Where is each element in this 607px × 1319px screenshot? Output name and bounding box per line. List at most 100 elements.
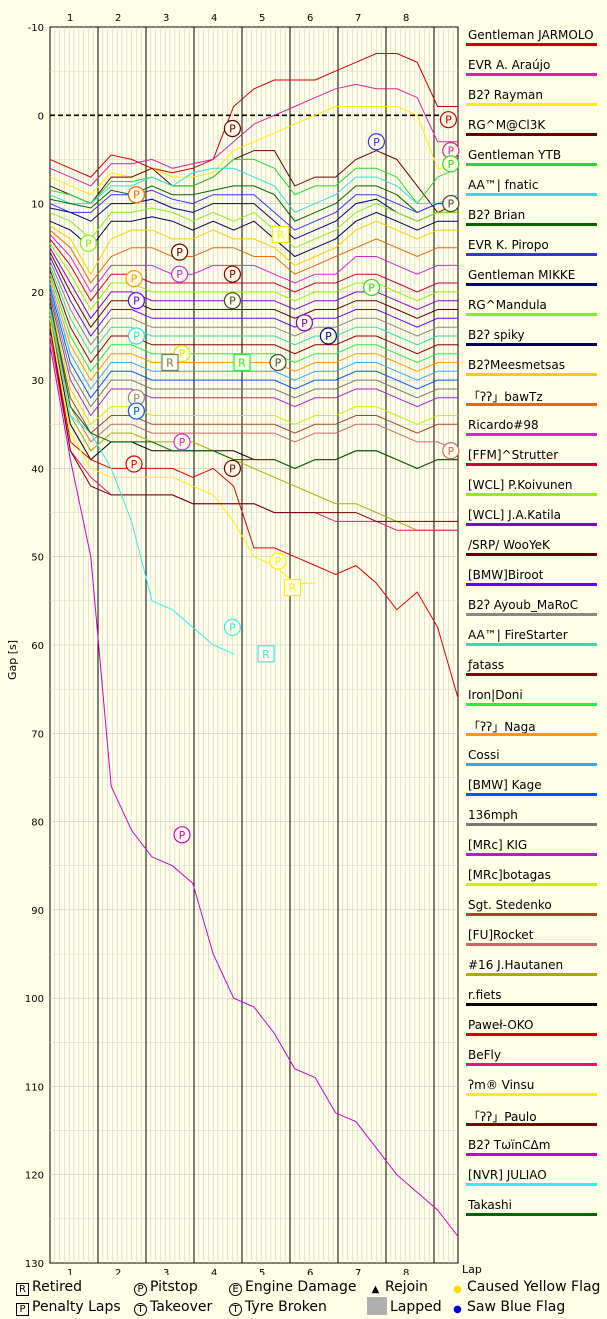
- y-tick-label: 110: [25, 1082, 44, 1093]
- legend-swatch: [466, 343, 597, 346]
- legend-tyre: T Tyre Broken: [229, 1299, 327, 1316]
- series-lines: [49, 53, 459, 1237]
- x-tick-label-bottom: 6: [307, 1268, 313, 1275]
- legend-item-label: [FFM]^Strutter: [468, 448, 559, 462]
- y-tick-label: 0: [38, 111, 44, 122]
- pitstop-marker: P: [125, 455, 143, 473]
- legend-swatch: [466, 553, 597, 556]
- series-line: [49, 300, 458, 426]
- legend-item-label: [WCL] J.A.Katila: [468, 508, 562, 522]
- legend-item: #16 J.Hautanen: [466, 954, 597, 980]
- legend-takeover-label: Takeover: [150, 1299, 213, 1315]
- ticks: 1 1 2 2 3 3 4 4 5 5 6 6 7 7 8 8 -10 0 10 20 30 40 50 60 70 80 90 10…: [25, 13, 409, 1275]
- pitstop-marker: P: [127, 327, 145, 345]
- pitstop-marker: P: [127, 292, 145, 310]
- legend-item: Iron|Doni: [466, 684, 597, 710]
- pitstop-marker-circle: [223, 618, 241, 636]
- x-tick-label-top: 3: [163, 13, 169, 24]
- legend-item: Ricardo#98: [466, 414, 597, 440]
- legend-item-label: [MRc] KIG: [468, 838, 528, 852]
- legend-item-label: ƒatass: [468, 658, 505, 672]
- marker-label: P: [179, 348, 186, 361]
- marker-label: R: [262, 648, 270, 661]
- x-tick-label-top: 2: [115, 13, 121, 24]
- marker-label: P: [85, 237, 92, 250]
- legend-item-label: [BMW]Biroot: [468, 568, 544, 582]
- legend-swatch: [466, 253, 597, 256]
- series-line: [49, 106, 458, 196]
- legend-item-label: 「ʔʔ」Paulo: [468, 1110, 537, 1124]
- legend-yellow-label: Caused Yellow Flag: [467, 1279, 601, 1295]
- retired-marker-box: [257, 645, 275, 663]
- legend-item: Paweł-OKO: [466, 1014, 597, 1040]
- series-line: [49, 265, 458, 355]
- series-line: [49, 327, 458, 522]
- legend-item-label: Paweł-OKO: [468, 1018, 534, 1032]
- x-tick-label-bottom: 5: [259, 1268, 265, 1275]
- pitstop-marker: P: [269, 353, 287, 372]
- legend-engine: E Engine Damage: [229, 1279, 357, 1296]
- series-line: [49, 291, 458, 408]
- legend-item-label: EVR K. Piropo: [468, 238, 549, 252]
- legend-swatch: [466, 673, 597, 676]
- legend-item-label: B2ʔMeesmetsas: [468, 358, 565, 372]
- legend-retired: R Retired: [16, 1279, 82, 1296]
- marker-label: P: [133, 295, 140, 308]
- legend-takeover: T Takeover: [134, 1299, 212, 1316]
- x-axis-label: Lap: [462, 1263, 482, 1275]
- legend-engine-label: Engine Damage: [245, 1279, 357, 1295]
- pitstop-marker-circle: [223, 265, 241, 283]
- pitstop-marker: P: [442, 155, 460, 173]
- legend-swatch: [466, 1153, 597, 1156]
- series-line: [49, 189, 458, 231]
- legend-item-label: Cossi: [468, 748, 500, 762]
- legend-item-label: 「ʔʔ」Naga: [468, 720, 536, 734]
- legend-item-label: Takashi: [468, 1198, 512, 1212]
- legend-item-label: Ricardo#98: [468, 418, 539, 432]
- marker-label: P: [301, 317, 308, 330]
- legend-item: AA™| fnatic: [466, 174, 597, 200]
- legend-swatch: [466, 463, 597, 466]
- retired-marker-box: [233, 353, 251, 372]
- legend-item-label: Gentleman YTB: [468, 148, 562, 162]
- legend-item: /SRP/ WooYeK: [466, 534, 597, 560]
- pitstop-marker-circle: [223, 292, 241, 310]
- legend-item-label: RG^M@Cl3K: [468, 118, 546, 132]
- penalty-icon: P: [16, 1303, 29, 1316]
- marker-label: P: [179, 436, 186, 449]
- legend-item: B2ʔ Brian: [466, 204, 597, 230]
- y-tick-label: 80: [31, 818, 44, 829]
- series-line: [49, 260, 458, 346]
- pitstop-marker: P: [269, 552, 287, 570]
- pitstop-marker: P: [223, 618, 241, 636]
- lapped-swatch: [367, 1297, 387, 1315]
- yellow-flag-icon: ●: [453, 1284, 462, 1295]
- retired-marker-box: [283, 579, 301, 597]
- takeover-icon: T: [134, 1303, 147, 1316]
- series-line: [49, 243, 458, 311]
- marker-label: P: [447, 445, 454, 458]
- legend-item: AA™| FireStarter: [466, 624, 597, 650]
- series-line: [49, 278, 458, 381]
- pitstop-marker-circle: [367, 133, 385, 151]
- legend-item: RG^Mandula: [466, 294, 597, 320]
- legend-item: B2ʔMeesmetsas: [466, 354, 597, 380]
- legend-swatch: [466, 523, 597, 526]
- legend-penalty-label: Penalty Laps: [32, 1299, 121, 1315]
- pitstop-marker-circle: [442, 194, 460, 213]
- series-line: [49, 274, 458, 373]
- legend-blue-label: Saw Blue Flag: [467, 1299, 566, 1315]
- legend-swatch: [466, 883, 597, 886]
- legend-item-label: EVR A. Araújo: [468, 58, 551, 72]
- legend-penalty: P Penalty Laps: [16, 1299, 121, 1316]
- marker-label: P: [229, 621, 236, 634]
- legend-item-label: 136mph: [468, 808, 518, 822]
- legend-swatch: [466, 163, 597, 166]
- marker-label: P: [325, 330, 332, 343]
- retired-icon: R: [16, 1283, 29, 1296]
- x-tick-label-top: 8: [403, 13, 409, 24]
- legend-swatch: [466, 1093, 597, 1096]
- legend-swatch: [466, 493, 597, 496]
- series-line: [49, 327, 459, 699]
